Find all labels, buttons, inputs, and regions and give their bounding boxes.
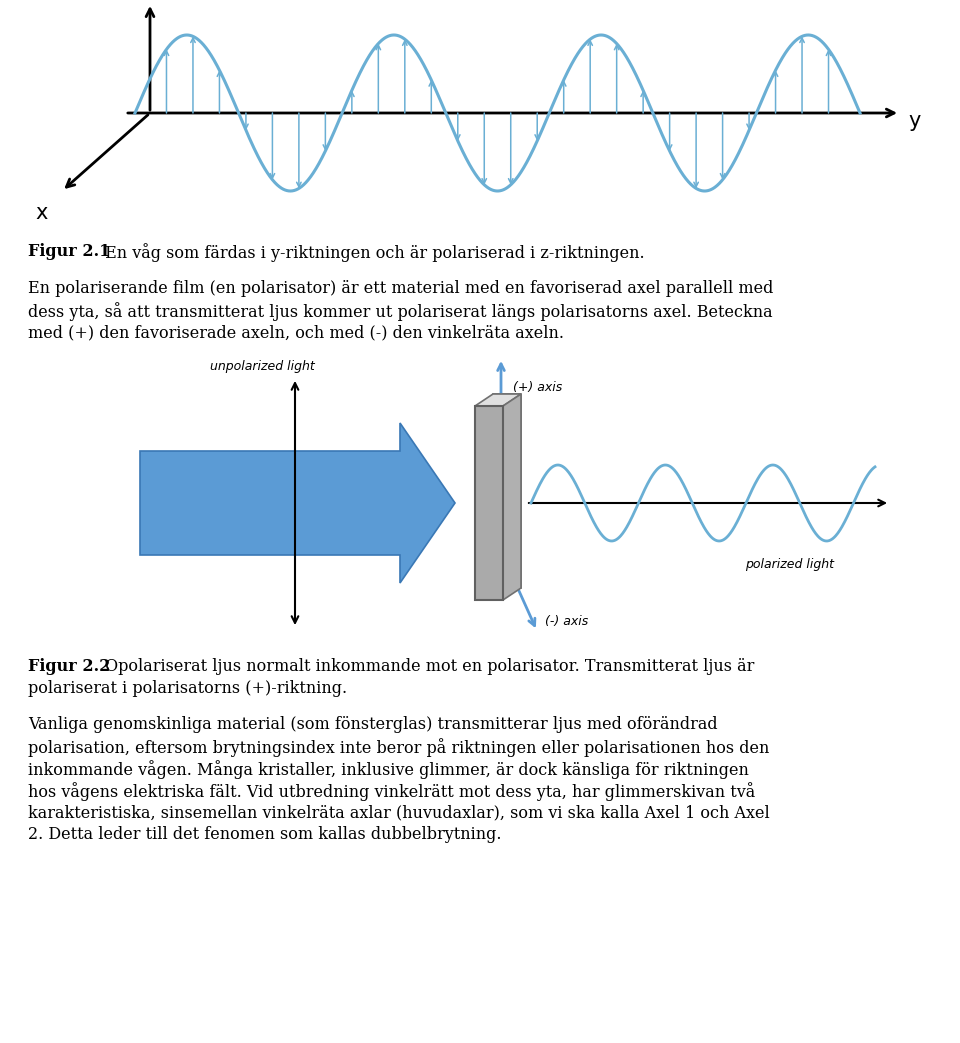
Polygon shape <box>493 394 521 588</box>
Text: hos vågens elektriska fält. Vid utbredning vinkelrätt mot dess yta, har glimmers: hos vågens elektriska fält. Vid utbredni… <box>28 782 756 801</box>
Text: inkommande vågen. Många kristaller, inklusive glimmer, är dock känsliga för rikt: inkommande vågen. Många kristaller, inkl… <box>28 760 749 779</box>
Text: y: y <box>908 111 921 131</box>
Polygon shape <box>475 406 503 600</box>
Text: x: x <box>36 203 48 223</box>
Text: En polariserande film (en polarisator) är ett material med en favoriserad axel p: En polariserande film (en polarisator) ä… <box>28 280 774 297</box>
Text: Vanliga genomskinliga material (som fönsterglas) transmitterar ljus med oförändr: Vanliga genomskinliga material (som föns… <box>28 715 718 733</box>
Text: dess yta, så att transmitterat ljus kommer ut polariserat längs polarisatorns ax: dess yta, så att transmitterat ljus komm… <box>28 302 773 321</box>
Text: (-) axis: (-) axis <box>545 614 588 628</box>
Text: Figur 2.1: Figur 2.1 <box>28 243 110 260</box>
Text: med (+) den favoriserade axeln, och med (-) den vinkelräta axeln.: med (+) den favoriserade axeln, och med … <box>28 324 564 341</box>
Text: polarisation, eftersom brytningsindex inte beror på riktningen eller polarisatio: polarisation, eftersom brytningsindex in… <box>28 738 769 757</box>
Polygon shape <box>503 394 521 600</box>
Text: En våg som färdas i y-riktningen och är polariserad i z-riktningen.: En våg som färdas i y-riktningen och är … <box>100 243 644 262</box>
Text: Opolariserat ljus normalt inkommande mot en polarisator. Transmitterat ljus är: Opolariserat ljus normalt inkommande mot… <box>100 658 755 675</box>
Text: (+) axis: (+) axis <box>513 382 563 394</box>
Polygon shape <box>475 394 521 406</box>
Polygon shape <box>140 423 455 583</box>
Text: karakteristiska, sinsemellan vinkelräta axlar (huvudaxlar), som vi ska kalla Axe: karakteristiska, sinsemellan vinkelräta … <box>28 804 770 821</box>
Text: Figur 2.2: Figur 2.2 <box>28 658 110 675</box>
Text: 2. Detta leder till det fenomen som kallas dubbelbrytning.: 2. Detta leder till det fenomen som kall… <box>28 826 501 843</box>
Text: polariserat i polarisatorns (+)-riktning.: polariserat i polarisatorns (+)-riktning… <box>28 680 348 697</box>
Text: unpolarized light: unpolarized light <box>210 360 315 373</box>
Text: polarized light: polarized light <box>745 558 834 571</box>
